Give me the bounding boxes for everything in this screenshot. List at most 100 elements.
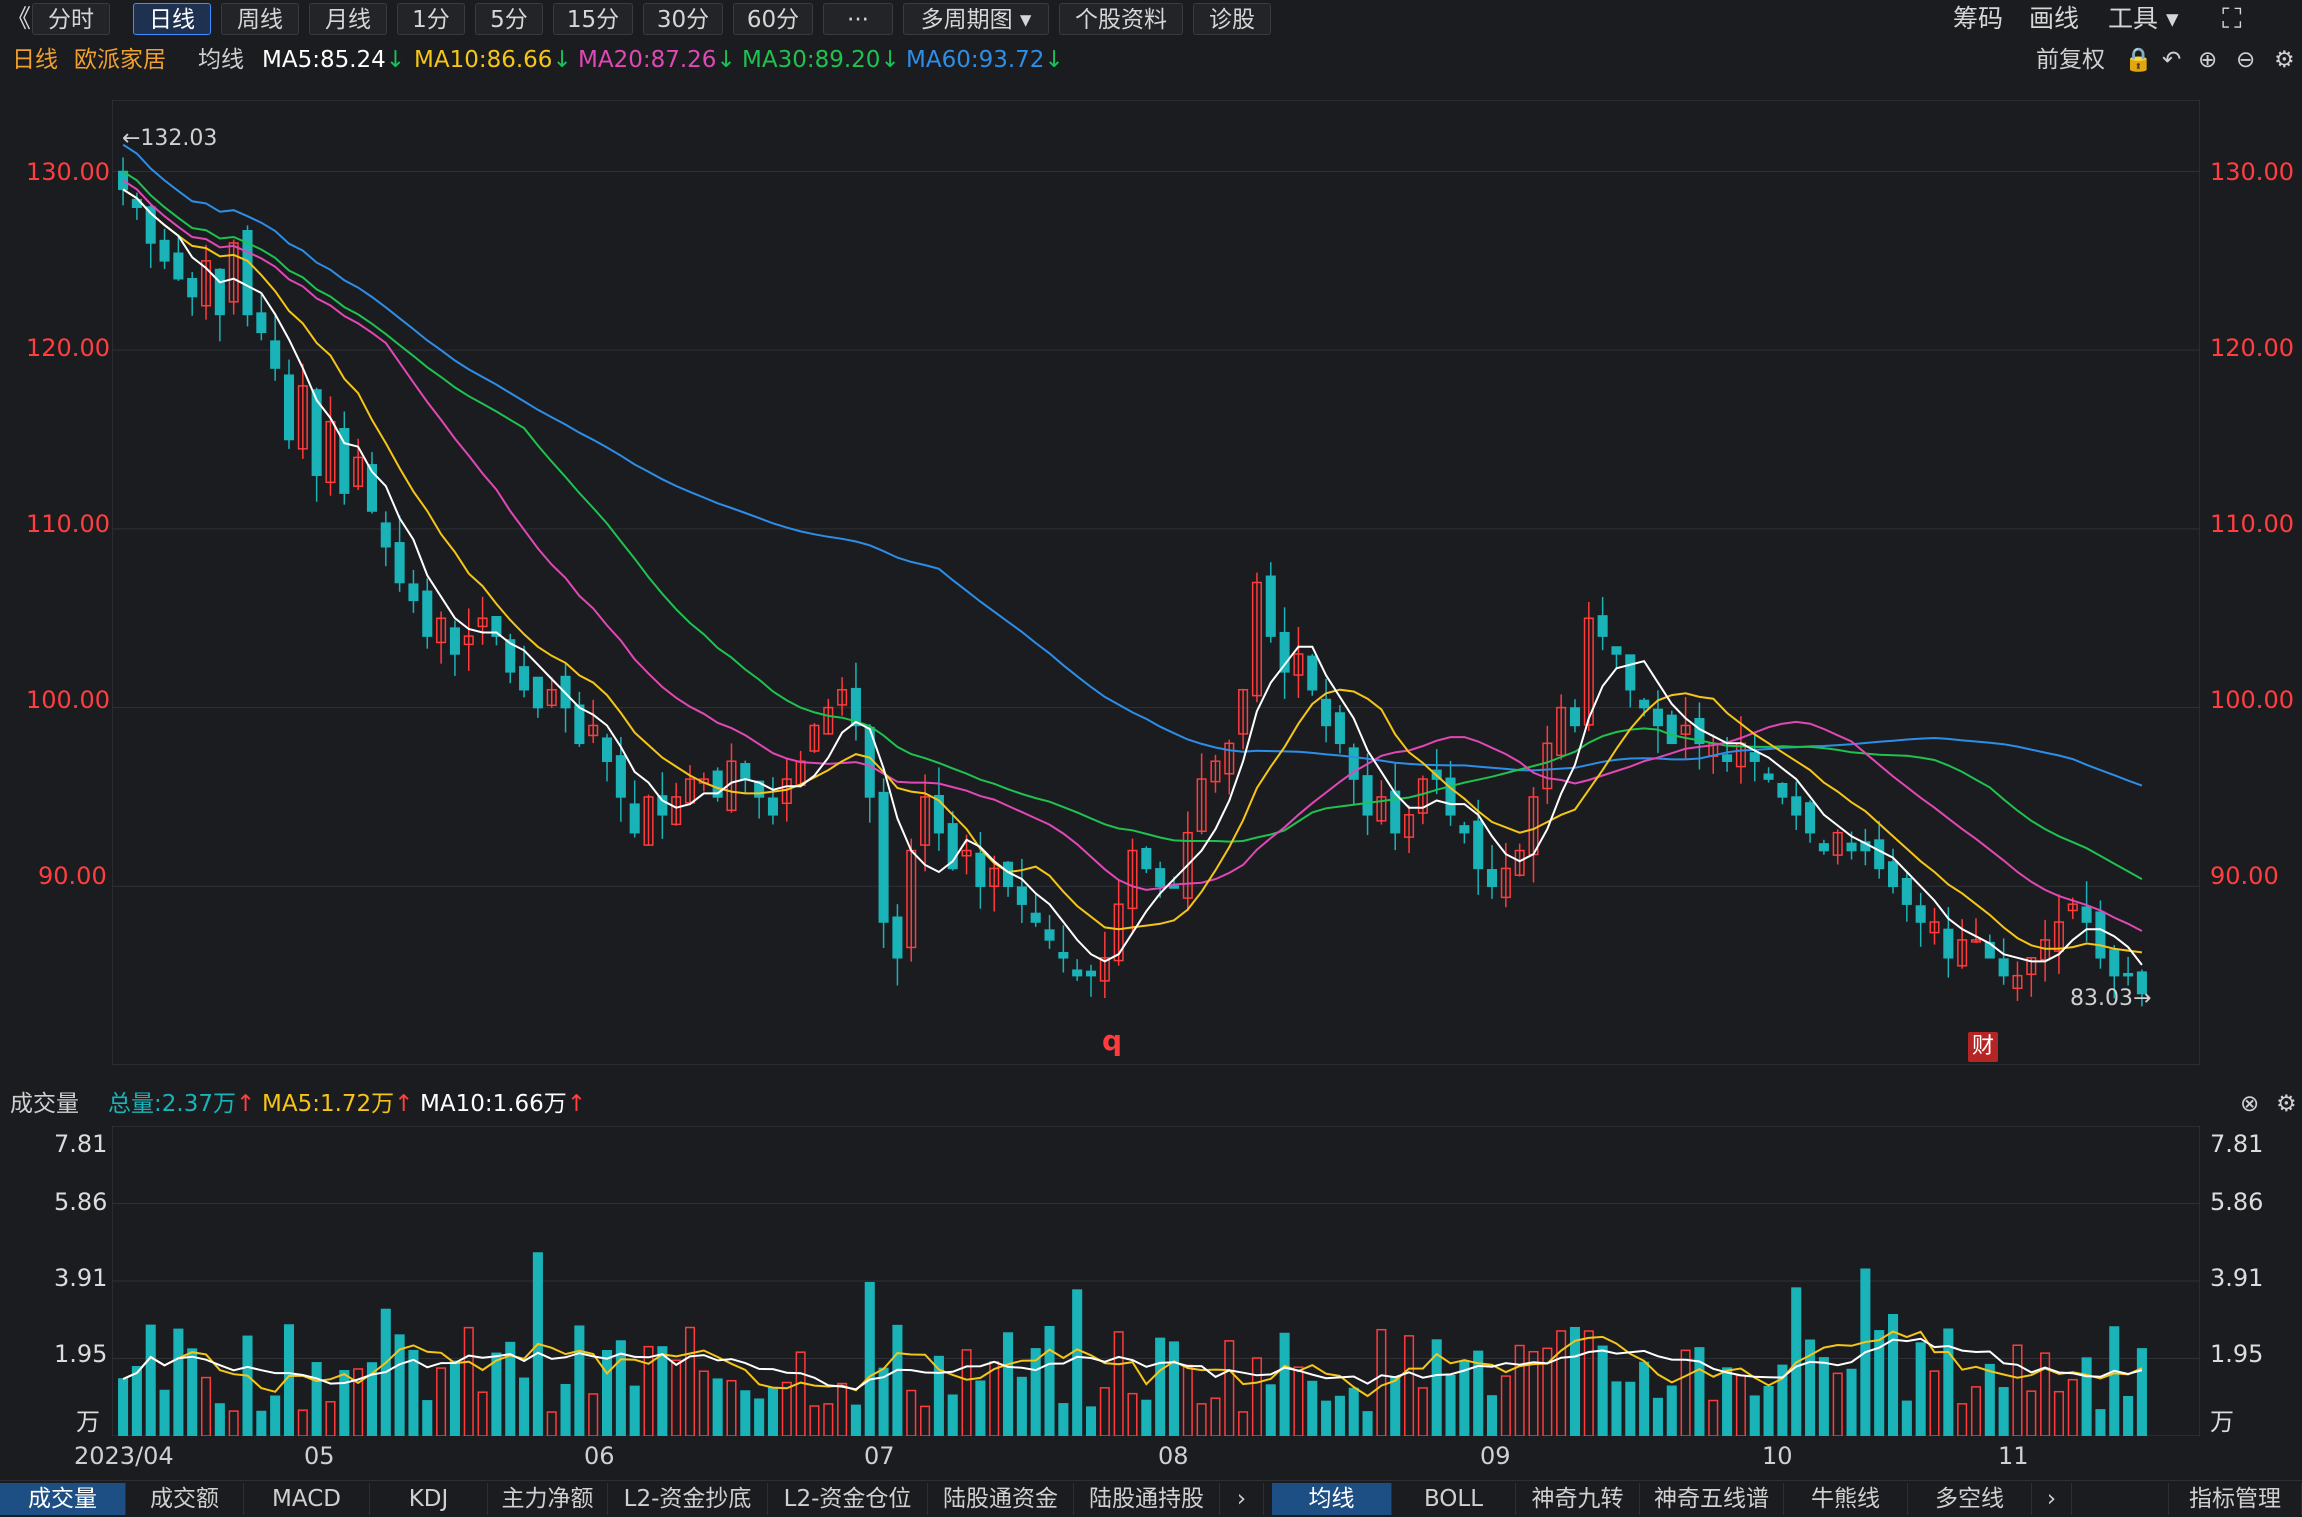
date-label: 06 — [584, 1442, 615, 1470]
indicator-manage-button[interactable]: 指标管理 — [2168, 1483, 2302, 1515]
tab-boll[interactable]: BOLL — [1392, 1483, 1516, 1515]
finance-marker[interactable]: 财 — [1968, 1032, 1998, 1062]
period-weekly[interactable]: 周线 — [221, 3, 299, 35]
volume-bar — [1238, 1411, 1249, 1436]
tab-hk-connect-funds[interactable]: 陆股通资金 — [928, 1483, 1074, 1515]
price-chart[interactable] — [112, 100, 2200, 1065]
candle — [1583, 617, 1594, 726]
chevron-right-icon[interactable]: › — [1220, 1483, 1264, 1515]
volume-bar — [1887, 1314, 1899, 1436]
candle — [380, 522, 391, 548]
up-arrow-icon: ↑ — [235, 1091, 256, 1117]
period-monthly[interactable]: 月线 — [309, 3, 387, 35]
volume-total: 总量:2.37万↑ — [108, 1090, 255, 1118]
tab-ma[interactable]: 均线 — [1272, 1483, 1392, 1515]
volume-bar — [1500, 1375, 1511, 1436]
ma5-text: MA5:85.24 — [262, 47, 386, 73]
volume-bar — [519, 1377, 530, 1436]
volume-bar — [809, 1405, 820, 1436]
zoom-in-icon[interactable]: ⊕ — [2198, 47, 2218, 73]
indicator-tab-bar: 成交量 成交额 MACD KDJ 主力净额 L2-资金抄底 L2-资金仓位 陆股… — [0, 1480, 2302, 1517]
volume-bar — [1528, 1350, 1539, 1436]
ma10-line — [122, 188, 2143, 954]
volume-bar — [864, 1281, 875, 1436]
chips-button[interactable]: 筹码 — [1953, 4, 2004, 33]
tab-nine-turns[interactable]: 神奇九转 — [1516, 1483, 1640, 1515]
zoom-out-icon[interactable]: ⊖ — [2236, 47, 2256, 73]
volume-bar — [2067, 1378, 2078, 1436]
volume-bar — [1044, 1325, 1055, 1436]
candle — [311, 389, 322, 477]
volume-bar — [1970, 1386, 1982, 1436]
period-fenshi[interactable]: 分时 — [32, 3, 110, 35]
settings-icon[interactable]: ⚙ — [2274, 47, 2295, 73]
period-30min[interactable]: 30分 — [643, 3, 723, 35]
up-arrow-icon: ↑ — [566, 1091, 587, 1117]
undo-icon[interactable]: ↶ — [2162, 47, 2182, 73]
volume-ma10-line — [122, 1337, 2143, 1391]
tools-button[interactable]: 工具 ▾ — [2108, 3, 2179, 35]
event-marker-q[interactable]: q — [1102, 1024, 1123, 1057]
candle — [1141, 847, 1152, 870]
diagnose-button[interactable]: 诊股 — [1193, 3, 1271, 35]
stock-info-button[interactable]: 个股资料 — [1059, 3, 1183, 35]
tab-l2-position[interactable]: L2-资金仓位 — [768, 1483, 928, 1515]
tab-volume[interactable]: 成交量 — [0, 1483, 126, 1515]
close-panel-icon[interactable]: ⊗ — [2240, 1091, 2260, 1117]
volume-bar — [1542, 1347, 1553, 1436]
lock-icon[interactable]: 🔒 — [2124, 47, 2153, 73]
dropdown-arrow-icon: ▾ — [1019, 7, 1032, 33]
ma60-text: MA60:93.72 — [906, 47, 1045, 73]
panel-settings-icon[interactable]: ⚙ — [2276, 1091, 2297, 1117]
volume-bar — [837, 1382, 848, 1436]
tab-hk-connect-holdings[interactable]: 陆股通持股 — [1074, 1483, 1220, 1515]
ma-label[interactable]: 均线 — [198, 47, 244, 73]
tab-five-lines[interactable]: 神奇五线谱 — [1640, 1483, 1784, 1515]
back-icon[interactable]: 《 — [6, 4, 32, 33]
adjust-button[interactable]: 前复权 — [2036, 47, 2105, 73]
volume-bar — [118, 1378, 129, 1436]
period-15min[interactable]: 15分 — [553, 3, 633, 35]
fullscreen-icon[interactable]: ⛶ — [2222, 2, 2242, 35]
period-5min[interactable]: 5分 — [475, 3, 543, 35]
indicator-info-row: 日线 欧派家居 均线 MA5:85.24↓ MA10:86.66↓ MA20:8… — [0, 42, 2302, 78]
draw-button[interactable]: 画线 — [2029, 4, 2080, 33]
tab-kdj[interactable]: KDJ — [370, 1483, 488, 1515]
volume-bar — [933, 1355, 944, 1436]
period-1min[interactable]: 1分 — [397, 3, 465, 35]
candle — [1832, 831, 1843, 856]
volume-bar — [615, 1340, 626, 1436]
multi-period-button[interactable]: 多周期图 ▾ — [903, 3, 1049, 35]
more-periods-button[interactable]: ··· — [823, 3, 893, 35]
volume-bar — [214, 1403, 225, 1436]
volume-bar — [920, 1405, 931, 1436]
volume-bar — [1182, 1364, 1193, 1436]
candle — [1348, 747, 1359, 780]
tab-main-net[interactable]: 主力净额 — [488, 1483, 608, 1515]
tab-l2-bottom[interactable]: L2-资金抄底 — [608, 1483, 768, 1515]
period-daily[interactable]: 日线 — [133, 3, 211, 35]
tab-macd[interactable]: MACD — [244, 1483, 370, 1515]
chart-border — [112, 100, 2200, 1065]
tab-long-short[interactable]: 多空线 — [1908, 1483, 2032, 1515]
candle — [1639, 699, 1650, 709]
volume-bar — [1127, 1392, 1138, 1436]
tab-bull-bear[interactable]: 牛熊线 — [1784, 1483, 1908, 1515]
volume-bar — [366, 1362, 377, 1436]
volume-bar — [2012, 1344, 2023, 1436]
volume-bar — [975, 1380, 986, 1436]
volume-bar — [588, 1393, 599, 1436]
tab-turnover[interactable]: 成交额 — [126, 1483, 244, 1515]
volume-bar — [2053, 1390, 2064, 1436]
volume-chart[interactable] — [112, 1126, 2200, 1436]
period-60min[interactable]: 60分 — [733, 3, 813, 35]
volume-bar — [1749, 1395, 1760, 1436]
volume-bar — [1362, 1411, 1373, 1436]
volume-bar — [574, 1325, 585, 1436]
volume-bar — [1445, 1374, 1456, 1436]
volume-bar — [643, 1345, 654, 1436]
candle — [1998, 958, 2009, 977]
volume-bar — [187, 1348, 198, 1436]
chevron-right-icon[interactable]: › — [2032, 1483, 2072, 1515]
candle — [975, 852, 986, 888]
